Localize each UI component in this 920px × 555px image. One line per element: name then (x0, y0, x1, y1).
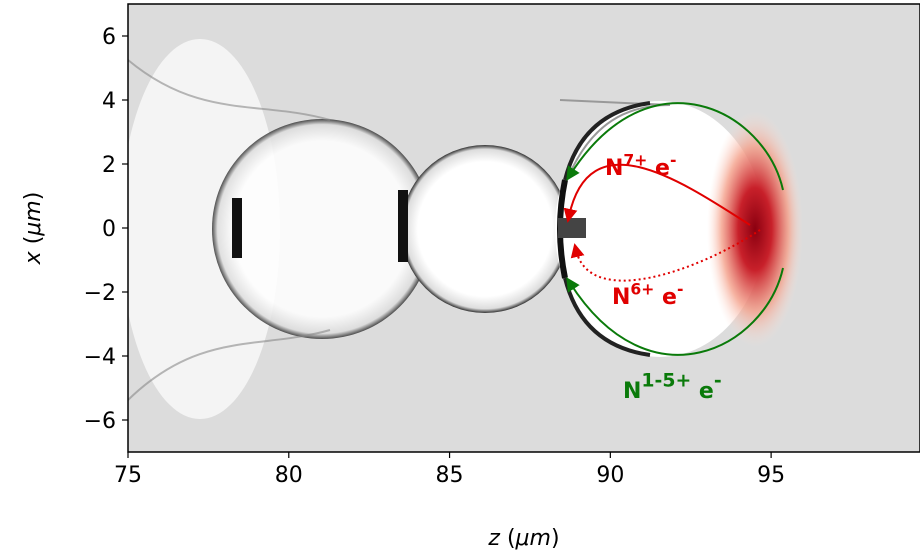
y-tick-label: 0 (102, 217, 116, 242)
annotation: N7+ e- (605, 151, 676, 181)
annotation-sup: 6+ (630, 280, 654, 298)
x-axis-label: z (μm) (487, 526, 559, 551)
annotation-tail: e (647, 156, 670, 181)
annotation-tail: e (691, 379, 714, 404)
x-tick-label: 85 (436, 463, 464, 488)
axis-var: x (21, 250, 46, 265)
annotation: N1-5+ e- (623, 370, 722, 404)
y-tick-label: 6 (102, 25, 116, 50)
y-axis-label: x (μm) (21, 192, 46, 266)
arrow (563, 163, 751, 226)
y-tick-label: −2 (84, 281, 116, 306)
x-tick-label: 95 (757, 463, 785, 488)
annotation-sup: - (677, 280, 683, 298)
axis-paren: ( (21, 236, 46, 252)
axis-paren: ) (21, 192, 46, 201)
x-tick-label: 80 (275, 463, 303, 488)
y-tick-label: −6 (84, 409, 116, 434)
annotation-sup: - (714, 370, 722, 391)
annotation: N6+ e- (612, 280, 683, 310)
y-tick-label: 2 (102, 153, 116, 178)
annotation-sup: 7+ (623, 151, 647, 169)
axis-unit: μm (21, 200, 46, 236)
annotation-base: N (623, 379, 641, 404)
annotation-tail: e (654, 285, 677, 310)
arrow (566, 267, 784, 356)
y-tick-label: −4 (84, 345, 116, 370)
axis-paren: ( (500, 526, 516, 551)
annotation-sup: 1-5+ (641, 370, 691, 391)
annotation-base: N (605, 156, 623, 181)
simulation-image (128, 4, 920, 452)
axis-var: z (487, 526, 500, 551)
y-tick-label: 4 (102, 89, 116, 114)
annotation-base: N (612, 285, 630, 310)
arrow (566, 102, 784, 191)
x-tick-label: 75 (114, 463, 142, 488)
annotation-sup: - (670, 151, 676, 169)
x-tick-label: 90 (596, 463, 624, 488)
axis-paren: ) (551, 526, 560, 551)
axis-unit: μm (515, 526, 551, 551)
